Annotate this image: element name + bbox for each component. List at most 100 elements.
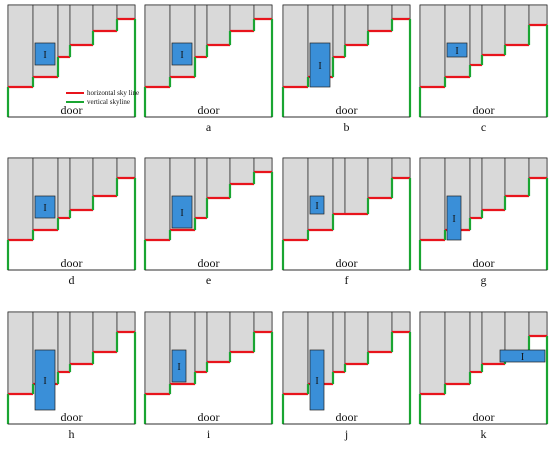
placed-column [207,312,230,362]
placed-column [283,312,308,394]
placed-column [505,5,529,45]
placed-column [529,5,547,25]
item-label: I [315,376,318,387]
panel-label: b [344,120,350,134]
item-label: I [43,50,46,61]
placed-column [70,312,93,364]
placed-column [505,158,529,196]
panel-label: e [206,273,211,287]
placed-column [345,5,368,45]
placed-column [145,312,170,394]
door-label: door [336,410,358,424]
item-label: I [452,214,455,225]
placed-column [368,5,392,31]
placed-column [345,312,368,364]
placed-column [392,158,410,178]
placed-column [420,312,445,394]
placed-column [392,312,410,332]
item-label: I [521,352,524,363]
panel: Idoorg [420,158,547,287]
placed-column [8,5,33,87]
placed-column [145,158,170,240]
placed-column [254,158,272,172]
panel-label: f [345,273,349,287]
placed-column [93,312,117,352]
panel-label: d [69,273,75,287]
placed-column [445,5,470,77]
placed-column [58,312,70,372]
item-label: I [180,50,183,61]
placed-column [420,5,445,87]
placed-column [117,312,135,332]
door-label: door [61,410,83,424]
door-label: door [473,410,495,424]
panel-label: i [207,427,211,441]
placed-column [470,5,482,65]
placed-column [58,158,70,218]
panel: Idoord [8,158,135,287]
panel-label: c [481,120,486,134]
placed-column [254,5,272,19]
door-label: door [198,103,220,117]
placed-column [93,158,117,196]
placed-column [207,5,230,45]
item-label: I [177,362,180,373]
placed-column [254,312,272,332]
placed-column [8,158,33,240]
item-label: I [180,208,183,219]
placed-column [482,158,505,210]
placed-column [195,5,207,57]
door-label: door [198,256,220,270]
placed-column [230,5,254,31]
legend-vertical-label: vertical skyline [87,98,130,106]
placed-column [8,312,33,394]
placed-column [333,312,345,372]
placed-column [230,312,254,352]
placed-column [283,5,308,87]
placed-column [392,5,410,19]
placed-column [333,158,345,214]
panel-label: h [69,427,75,441]
placed-column [70,5,93,45]
panel-label: a [206,120,212,134]
item-label: I [43,203,46,214]
door-label: door [198,410,220,424]
placed-column [33,5,58,77]
door-label: door [336,256,358,270]
placed-column [195,158,207,218]
placed-column [470,158,482,218]
placed-column [207,158,230,198]
placed-column [93,5,117,31]
panel: Idoor a [145,5,272,134]
placed-column [445,312,470,384]
placed-column [529,158,547,178]
placed-column [58,5,70,57]
placed-column [230,158,254,184]
item-label: I [43,376,46,387]
legend-horizontal-label: horizontal sky line [87,89,139,97]
placed-column [283,158,308,240]
placed-column [170,5,195,77]
panel-label: j [344,427,348,441]
placed-column [345,158,368,214]
placed-column [420,158,445,240]
placed-column [482,5,505,55]
panel-label: g [481,273,487,287]
placed-column [368,312,392,352]
placed-column [368,158,392,198]
placed-column [195,312,207,372]
panel-label: k [481,427,487,441]
door-label: door [473,103,495,117]
placed-column [333,5,345,57]
placed-column [117,158,135,178]
placed-column [33,158,58,230]
item-label: I [318,61,321,72]
